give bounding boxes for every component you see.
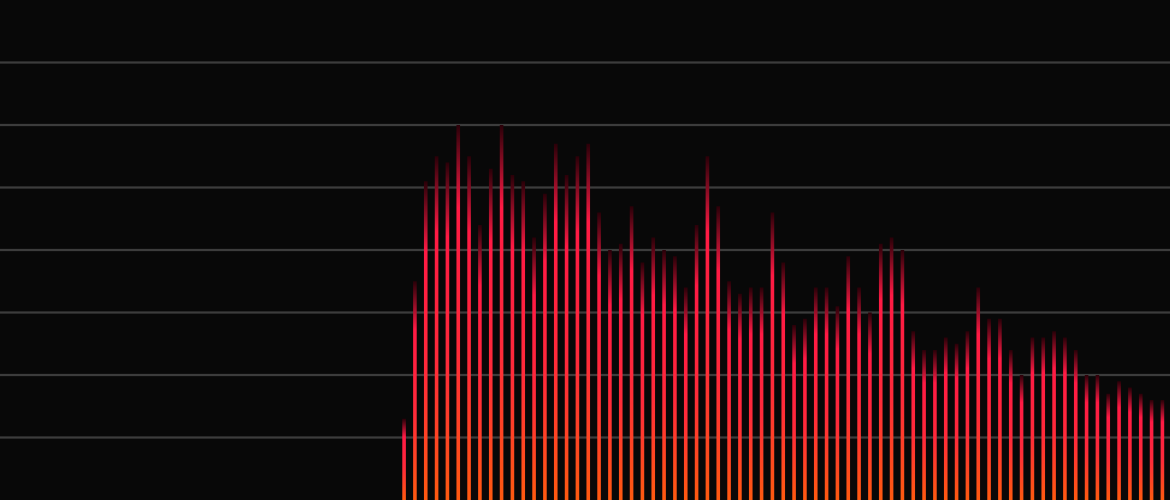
bar-3 xyxy=(423,181,428,500)
bar-15 xyxy=(553,143,558,500)
bar-57 xyxy=(1008,350,1013,500)
bar-24 xyxy=(651,237,656,500)
bar-45 xyxy=(878,243,883,500)
bar-37 xyxy=(792,325,796,500)
bar-2 xyxy=(413,281,417,500)
bar-14 xyxy=(543,193,547,500)
bar-65 xyxy=(1095,375,1100,500)
bar-21 xyxy=(618,243,623,500)
bar-8 xyxy=(478,225,482,500)
bar-63 xyxy=(1073,350,1078,500)
bar-39 xyxy=(813,287,818,500)
bar-36 xyxy=(781,262,786,500)
bar-53 xyxy=(965,331,970,500)
bar-13 xyxy=(532,237,536,500)
bar-28 xyxy=(694,225,699,500)
bar-7 xyxy=(467,156,471,500)
bar-59 xyxy=(1030,337,1035,500)
bar-49 xyxy=(922,350,926,500)
bar-32 xyxy=(738,293,742,500)
bar-69 xyxy=(1138,393,1143,500)
bar-10 xyxy=(499,125,504,500)
bar-52 xyxy=(954,343,959,500)
bar-67 xyxy=(1117,381,1121,500)
bar-11 xyxy=(510,175,515,500)
bar-31 xyxy=(727,281,731,500)
bar-48 xyxy=(911,331,916,500)
bar-46 xyxy=(889,237,894,500)
bar-34 xyxy=(759,287,764,500)
bar-42 xyxy=(846,256,851,500)
bar-18 xyxy=(586,143,591,500)
bar-35 xyxy=(770,212,775,500)
bar-12 xyxy=(521,181,526,500)
bar-64 xyxy=(1084,375,1089,500)
bar-56 xyxy=(998,318,1002,500)
bar-16 xyxy=(564,175,569,500)
bar-71 xyxy=(1160,400,1165,500)
bar-25 xyxy=(662,250,666,500)
bar-33 xyxy=(748,287,753,500)
bar-66 xyxy=(1106,393,1111,500)
bar-30 xyxy=(716,206,721,500)
bar-17 xyxy=(575,156,580,500)
bar-23 xyxy=(640,262,645,500)
bar-38 xyxy=(803,318,807,500)
bar-5 xyxy=(445,162,450,500)
bar-50 xyxy=(933,350,937,500)
bar-51 xyxy=(943,337,948,500)
bar-27 xyxy=(683,287,688,500)
bar-40 xyxy=(824,287,829,500)
bar-43 xyxy=(857,287,861,500)
bar-20 xyxy=(608,250,612,500)
bar-6 xyxy=(456,125,461,500)
bar-55 xyxy=(987,318,991,500)
bar-61 xyxy=(1052,331,1056,500)
bar-22 xyxy=(629,206,634,500)
bar-19 xyxy=(597,212,601,500)
bar-1 xyxy=(402,418,406,500)
bar-26 xyxy=(673,256,677,500)
bar-47 xyxy=(900,250,905,500)
bar-54 xyxy=(976,287,981,500)
gridlines xyxy=(0,61,1170,439)
bar-68 xyxy=(1128,387,1132,500)
bar-44 xyxy=(868,312,872,500)
bar-62 xyxy=(1063,337,1067,500)
bar-58 xyxy=(1019,375,1024,500)
bars xyxy=(402,125,1165,500)
bar-4 xyxy=(434,156,439,500)
bar-60 xyxy=(1041,337,1046,500)
bar-70 xyxy=(1149,400,1154,500)
bar-29 xyxy=(705,156,710,500)
bar-41 xyxy=(835,306,840,500)
bar-9 xyxy=(488,168,493,500)
